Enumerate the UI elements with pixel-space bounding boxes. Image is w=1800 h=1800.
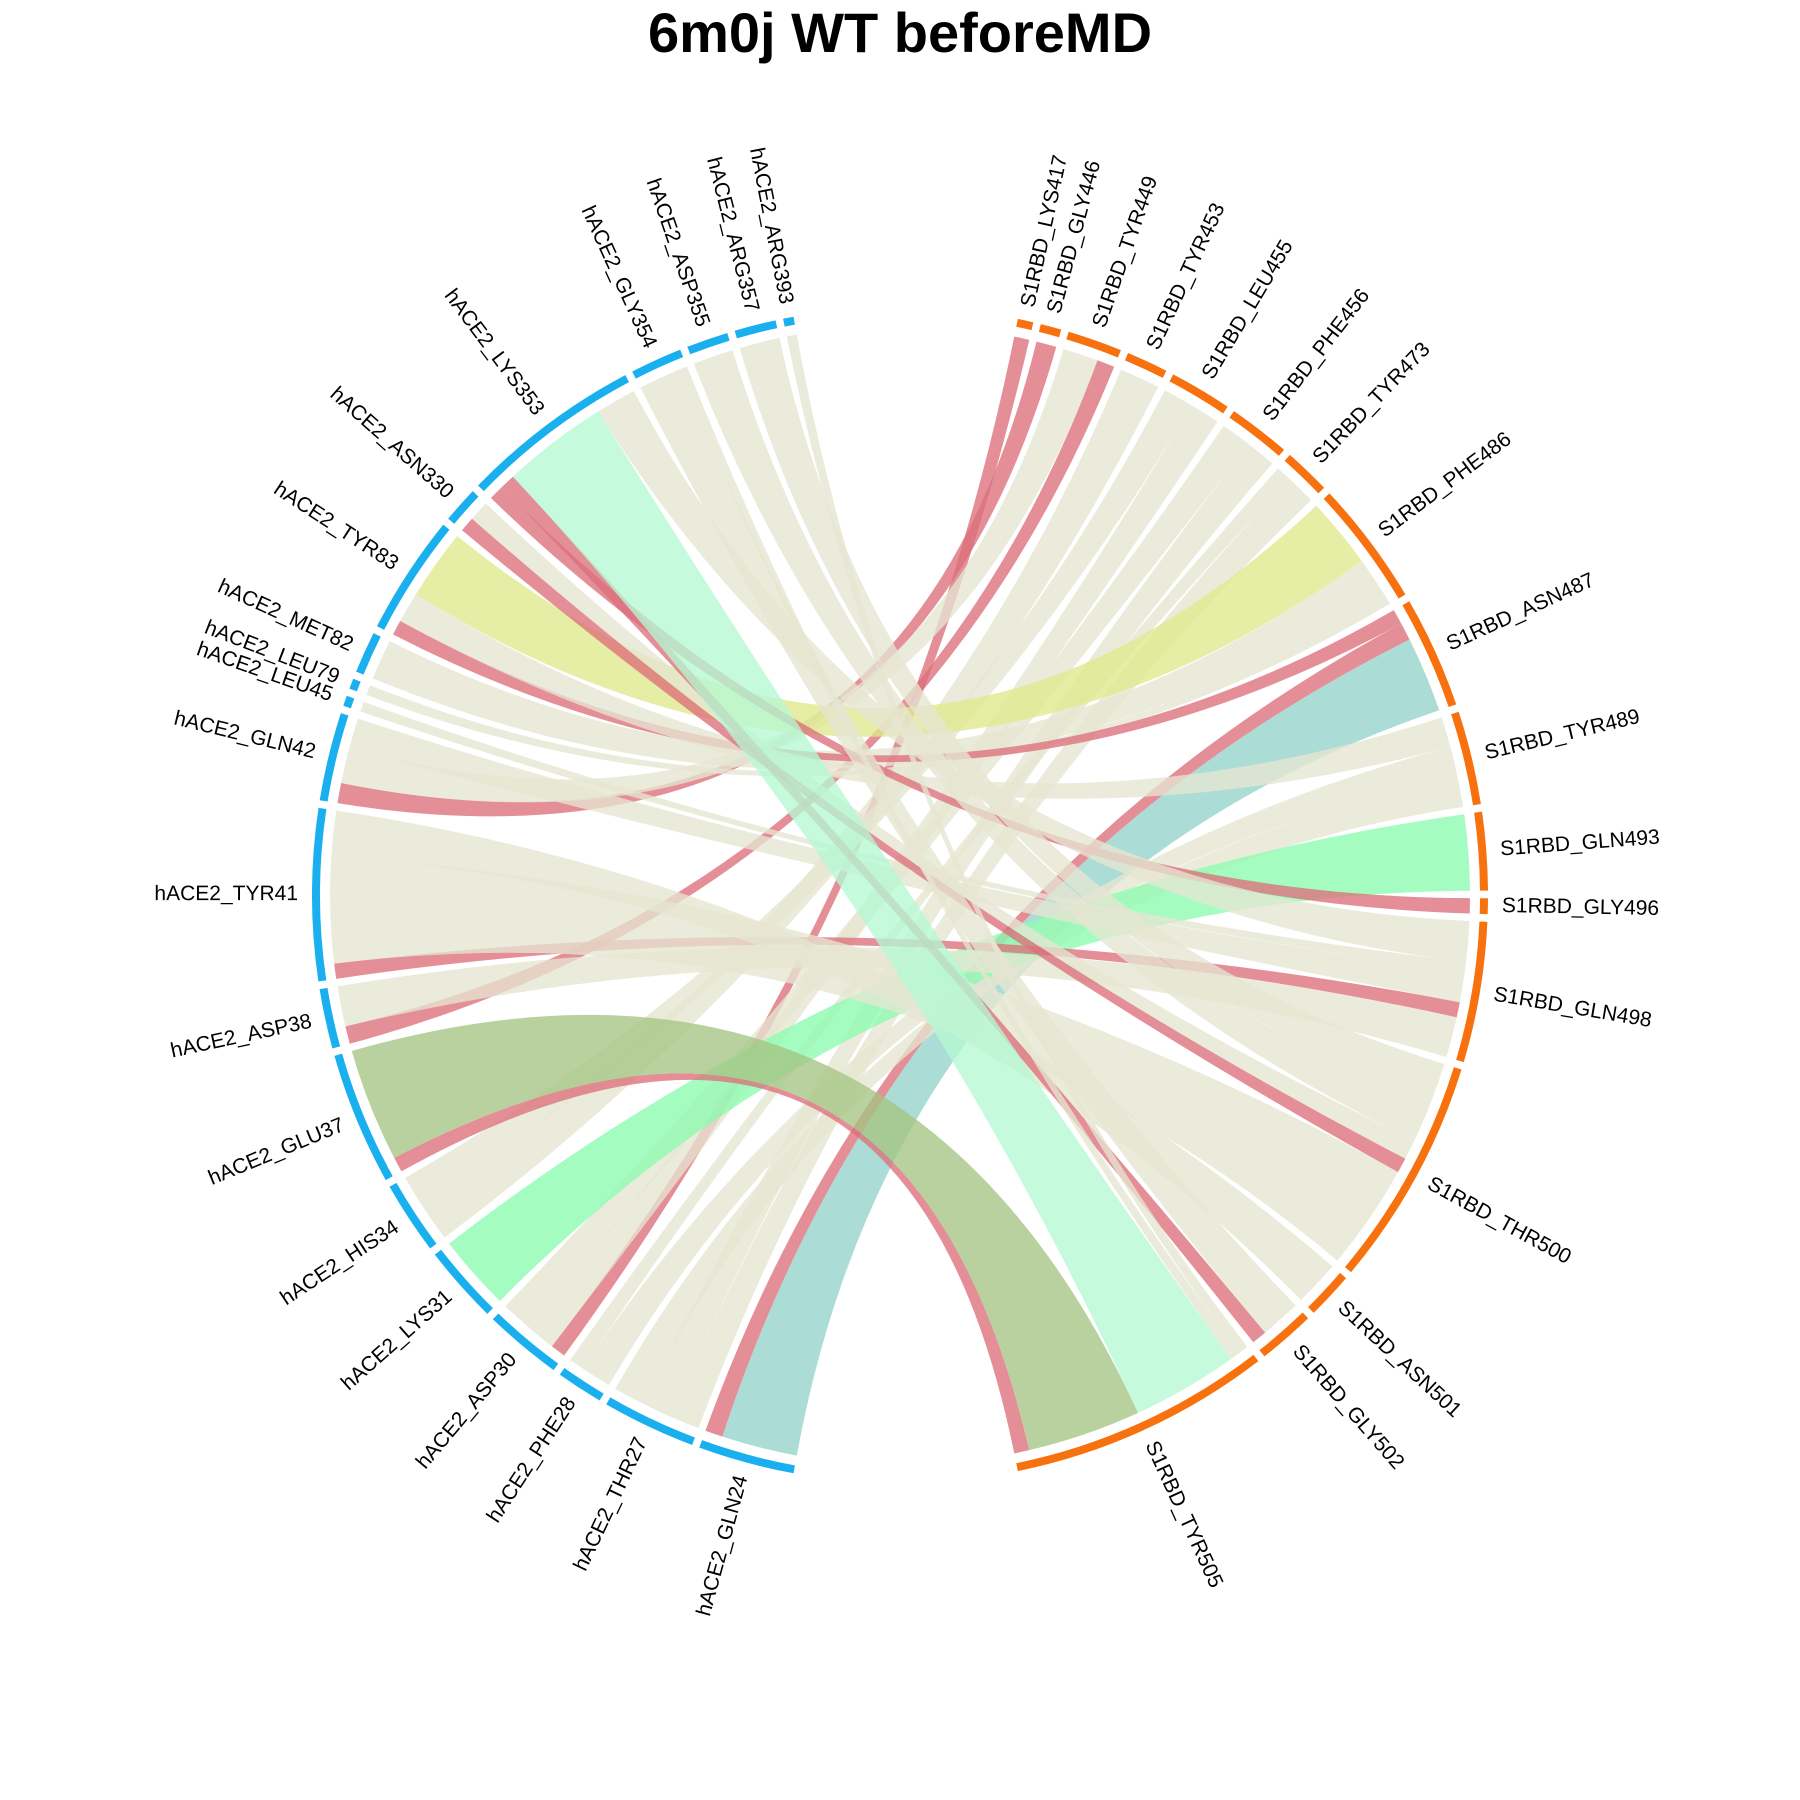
sector-label: S1RBD_GLN498 xyxy=(1492,983,1654,1032)
sector-label: S1RBD_THR500 xyxy=(1424,1172,1575,1269)
sector-arc xyxy=(492,1313,559,1371)
sector-arc xyxy=(377,524,450,630)
chord-link xyxy=(505,425,1249,1327)
sector-arc xyxy=(606,1397,695,1446)
sector-label: S1RBD_TYR505 xyxy=(1141,1437,1228,1591)
sector-arc xyxy=(334,1053,393,1181)
chord-link xyxy=(642,444,1273,1417)
sector-arc xyxy=(1451,711,1481,806)
sector-arc xyxy=(699,1440,795,1474)
links-layer xyxy=(330,334,1470,1456)
chord-link xyxy=(449,814,1470,1302)
sector-arc xyxy=(1284,454,1325,494)
chord-link xyxy=(501,476,1266,1343)
sector-arc xyxy=(448,491,479,524)
sector-arc xyxy=(1066,331,1121,358)
sector-label: hACE2_GLY354 xyxy=(577,202,662,352)
sector-label: hACE2_ASN330 xyxy=(326,382,458,503)
sector-arc xyxy=(1456,921,1488,1063)
chord-link xyxy=(330,856,1399,1261)
sector-label: S1RBD_PHE486 xyxy=(1374,428,1516,542)
chord-link xyxy=(400,594,1451,799)
sector-label: hACE2_THR27 xyxy=(569,1434,652,1575)
sector-label: hACE2_TYR41 xyxy=(154,882,298,905)
sector-label: hACE2_GLN42 xyxy=(172,707,318,764)
sector-label: S1RBD_TYR453 xyxy=(1142,200,1230,354)
chord-link xyxy=(331,810,1333,1301)
sector-label: S1RBD_TYR489 xyxy=(1482,705,1642,765)
sector-arc xyxy=(319,987,341,1049)
sector-arc xyxy=(312,807,327,982)
sector-label: hACE2_GLU37 xyxy=(205,1113,348,1190)
sector-label: hACE2_PHE28 xyxy=(482,1393,580,1527)
sector-arc xyxy=(389,1182,437,1249)
chord-link xyxy=(528,405,1218,1347)
sector-arc xyxy=(1169,374,1228,414)
chord-link xyxy=(512,411,1231,1413)
sector-arc xyxy=(434,1249,493,1314)
chord-link xyxy=(421,369,1159,1238)
sector-arc xyxy=(1016,318,1034,331)
sector-arc xyxy=(1038,324,1062,338)
chord-link xyxy=(640,370,1296,1333)
sector-arc xyxy=(1344,1067,1462,1273)
sector-label: hACE2_ASP38 xyxy=(169,1010,314,1063)
sector-arc xyxy=(478,375,630,492)
sector-arc xyxy=(1402,601,1457,707)
sector-label: S1RBD_GLN493 xyxy=(1499,826,1660,861)
sector-arc xyxy=(349,678,361,692)
sector-arc xyxy=(1308,1272,1347,1313)
sector-arc xyxy=(734,320,778,339)
sector-label: hACE2_ASP30 xyxy=(412,1348,522,1473)
sector-label: hACE2_LYS353 xyxy=(440,285,549,420)
sector-label: S1RBD_GLY496 xyxy=(1502,894,1660,920)
sector-label: hACE2_GLN24 xyxy=(692,1472,752,1618)
sector-arc xyxy=(1259,1312,1309,1357)
sector-label: S1RBD_ASN487 xyxy=(1443,568,1598,655)
sector-arc xyxy=(1124,353,1167,378)
sector-label: hACE2_TYR83 xyxy=(270,477,403,575)
sector-arc xyxy=(1323,493,1406,599)
sector-label: hACE2_HIS34 xyxy=(276,1215,403,1309)
chord-link xyxy=(351,1014,1139,1451)
sector-arc xyxy=(1016,1354,1259,1472)
chart-title: 6m0j WT beforeMD xyxy=(648,1,1152,64)
sector-track xyxy=(312,316,1488,1474)
sector-arc xyxy=(343,695,355,709)
chord-link xyxy=(349,718,1465,1003)
sector-arc xyxy=(632,349,684,379)
sector-arc xyxy=(1474,811,1488,891)
sector-arc xyxy=(356,633,381,675)
sector-label: hACE2_ASP355 xyxy=(642,176,715,330)
sector-arc xyxy=(1229,411,1285,456)
sector-label: hACE2_LYS31 xyxy=(337,1285,457,1395)
sector-arc xyxy=(559,1368,604,1401)
sector-label: S1RBD_TYR449 xyxy=(1088,173,1162,330)
sector-label: S1RBD_LEU455 xyxy=(1197,236,1297,383)
chord-link xyxy=(570,468,1290,1369)
sector-arc xyxy=(687,332,730,355)
chord-link xyxy=(722,639,1440,1456)
chord-link xyxy=(670,478,1312,1429)
sector-arc xyxy=(783,316,795,327)
sector-arc xyxy=(319,713,349,802)
